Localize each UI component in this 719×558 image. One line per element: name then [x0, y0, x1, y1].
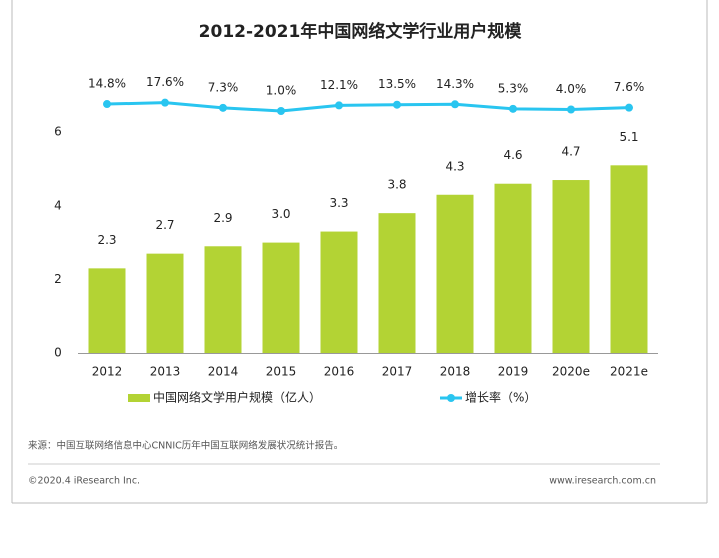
x-tick-label: 2012: [92, 365, 123, 379]
legend-label: 中国网络文学用户规模（亿人）: [153, 390, 321, 405]
line-label: 1.0%: [266, 83, 297, 97]
line-label: 7.6%: [614, 80, 645, 94]
bar: [204, 246, 242, 353]
legend-swatch: [128, 394, 150, 402]
bar-label: 2.7: [155, 218, 174, 232]
y-tick-label: 4: [54, 198, 62, 212]
x-tick-label: 2019: [498, 365, 529, 379]
line-marker: [393, 100, 401, 109]
bar: [552, 180, 590, 353]
bar: [146, 253, 184, 353]
line-marker: [219, 103, 227, 112]
bar: [88, 268, 126, 353]
bar-label: 4.6: [503, 148, 522, 162]
legend-label: 增长率（%）: [465, 390, 536, 405]
line-label: 12.1%: [320, 78, 358, 92]
line-label: 14.8%: [88, 77, 126, 91]
x-tick-label: 2013: [150, 365, 181, 379]
line-marker: [277, 106, 285, 115]
bar: [494, 183, 532, 353]
x-tick-label: 2016: [324, 365, 355, 379]
source: 来源：中国互联网络信息中心CNNIC历年中国互联网络发展状况统计报告。: [28, 440, 343, 452]
x-tick-label: 2021e: [610, 365, 648, 379]
bar: [610, 165, 648, 353]
line-label: 4.0%: [556, 82, 587, 96]
line-label: 5.3%: [498, 81, 529, 95]
line-marker: [567, 105, 575, 114]
bar-label: 4.3: [445, 159, 464, 173]
bar: [320, 231, 358, 353]
legend-marker: [447, 394, 455, 402]
chart-title: 2012-2021年中国网络文学行业用户规模: [199, 21, 523, 42]
line-marker: [335, 101, 343, 110]
copyright: ©2020.4 iResearch Inc.: [28, 476, 140, 487]
x-tick-label: 2014: [208, 365, 239, 379]
growth-line: [106, 101, 630, 113]
line-label: 7.3%: [208, 80, 239, 94]
bar-label: 3.0: [271, 207, 290, 221]
bar: [262, 242, 300, 353]
line-label: 14.3%: [436, 77, 474, 91]
bar-label: 2.9: [213, 211, 232, 225]
line-marker: [161, 98, 169, 107]
y-tick-label: 0: [54, 346, 62, 360]
bar-label: 3.3: [329, 196, 348, 210]
x-tick-label: 2015: [266, 365, 297, 379]
line-marker: [103, 100, 111, 109]
x-tick-label: 2017: [382, 365, 413, 379]
y-tick-label: 6: [54, 125, 62, 139]
x-tick-label: 2018: [440, 365, 471, 379]
website: www.iresearch.com.cn: [549, 476, 656, 487]
bar: [436, 194, 474, 353]
y-tick-label: 2: [54, 272, 62, 286]
bar-label: 5.1: [619, 130, 638, 144]
bar: [378, 213, 416, 353]
line-marker: [509, 104, 517, 113]
x-tick-label: 2020e: [552, 365, 590, 379]
line-marker: [625, 103, 633, 112]
line-label: 13.5%: [378, 77, 416, 91]
bar-label: 3.8: [387, 178, 406, 192]
line-marker: [451, 100, 459, 109]
bar-label: 4.7: [561, 145, 580, 159]
line-label: 17.6%: [146, 75, 184, 89]
bar-label: 2.3: [97, 233, 116, 247]
